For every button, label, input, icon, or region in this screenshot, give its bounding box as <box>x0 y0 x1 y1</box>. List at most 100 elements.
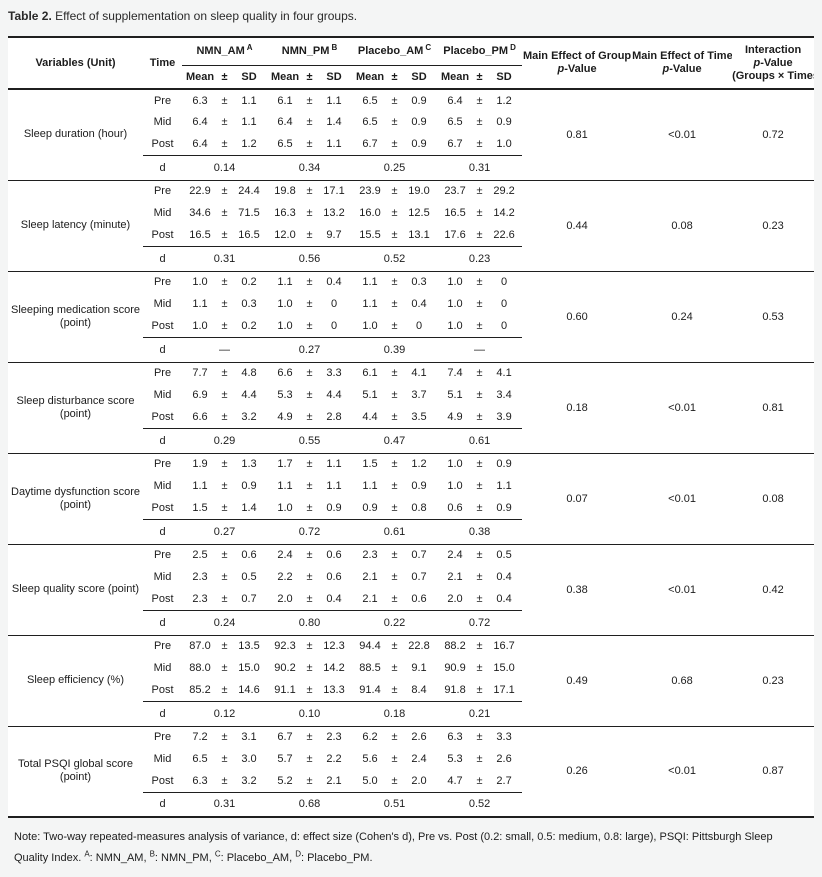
sd-cell: 0.9 <box>496 458 512 471</box>
table-row: Daytime dysfunction score (point) Pre 1.9 ±… <box>8 453 814 510</box>
mean-cell: 6.1 <box>277 94 293 107</box>
plus-minus-cell: ± <box>391 137 398 150</box>
mean-cell: 5.2 <box>277 774 293 787</box>
group-superscript: D <box>510 42 516 52</box>
note-abbrev: : NMN_AM, <box>89 852 150 864</box>
table-row: Mid 1.1 ±0.9 1.1 ±1.1 1.1 ±0.9 1.0 ±1.1 <box>8 475 814 497</box>
mean-cell: 1.0 <box>362 319 378 332</box>
sd-cell: 1.2 <box>411 458 427 471</box>
sd-cell: 71.5 <box>238 207 260 219</box>
variable-name-cell: Total PSQI global score (point) <box>18 758 133 784</box>
sd-cell: 1.1 <box>241 116 257 128</box>
mean-cell: 5.0 <box>362 774 378 787</box>
d-value-cell: 0.10 <box>267 700 352 726</box>
plus-minus-cell: ± <box>221 458 228 471</box>
plus-minus-cell: ± <box>391 662 398 674</box>
mean-cell: 4.9 <box>447 410 463 423</box>
sd-cell: 17.1 <box>323 185 345 198</box>
plus-minus-cell: ± <box>221 683 228 696</box>
plus-minus-cell: ± <box>221 94 228 107</box>
plus-minus-cell: ± <box>306 458 313 471</box>
mean-cell: 6.5 <box>192 753 208 765</box>
plus-minus-header: ± <box>303 64 316 89</box>
p-value-group-cell: 0.44 <box>566 219 588 232</box>
mean-cell: 4.7 <box>447 774 463 787</box>
sd-cell: 0.6 <box>326 571 342 583</box>
header-line: Interaction <box>744 43 802 56</box>
plus-minus-cell: ± <box>306 571 313 583</box>
time-cell: Mid <box>153 207 172 219</box>
time-cell: Pre <box>153 458 172 471</box>
col-header-time: Time <box>149 57 176 69</box>
note-abbrev: : NMN_PM, <box>154 852 215 864</box>
d-value-cell: 0.31 <box>182 791 267 817</box>
d-value-cell: 0.31 <box>437 154 523 180</box>
col-header-main-effect-group: Main Effect of Group p-Value <box>522 37 632 89</box>
mean-cell: 2.3 <box>192 571 208 583</box>
p-value-time-cell: <0.01 <box>668 583 696 596</box>
sd-cell: 3.1 <box>241 731 257 744</box>
sd-cell: 14.2 <box>323 662 345 674</box>
group-name: Placebo_AM <box>357 45 424 58</box>
p-value-group-cell: 0.81 <box>566 128 588 141</box>
d-label-cell: d <box>143 245 182 271</box>
sd-cell: 1.0 <box>496 137 512 150</box>
variable-name-cell: Sleep latency (minute) <box>20 219 131 231</box>
sd-cell: 4.4 <box>326 389 342 401</box>
sd-cell: 14.2 <box>493 207 515 219</box>
mean-cell: 1.0 <box>447 298 463 310</box>
table-note: Note: Two-way repeated-measures analysis… <box>8 818 814 877</box>
mean-cell: 1.0 <box>192 276 208 289</box>
plus-minus-cell: ± <box>306 207 313 219</box>
sd-cell: 1.1 <box>326 480 342 492</box>
sd-cell: 15.0 <box>493 662 515 674</box>
plus-minus-cell: ± <box>476 298 483 310</box>
plus-minus-cell: ± <box>221 753 228 765</box>
plus-minus-cell: ± <box>476 549 483 562</box>
plus-minus-cell: ± <box>476 116 483 128</box>
mean-cell: 19.8 <box>274 185 296 198</box>
plus-minus-header: ± <box>473 64 487 89</box>
mean-cell: 6.3 <box>192 774 208 787</box>
p-value-time-cell: 0.08 <box>671 219 693 232</box>
mean-cell: 88.5 <box>359 662 381 674</box>
table-row: Sleep duration (hour) Pre 6.3 ±1.1 6.1 ±1.1 6.… <box>8 89 814 141</box>
p-value-group-cell: 0.38 <box>566 583 588 596</box>
d-value-cell: 0.23 <box>437 245 523 271</box>
sd-cell: 3.3 <box>496 731 512 744</box>
mean-cell: 16.5 <box>189 228 211 241</box>
header-line: (Groups × Times) <box>732 69 815 82</box>
mean-cell: 2.4 <box>447 549 463 562</box>
d-label-cell: d <box>143 154 182 180</box>
p-italic: p <box>662 63 670 75</box>
plus-minus-cell: ± <box>391 116 398 128</box>
header-line: Main Effect of Group <box>522 50 632 62</box>
mean-cell: 5.6 <box>362 753 378 765</box>
variable-block: Sleep latency (minute) Pre 22.9 ±24.4 19.8 ±1… <box>8 180 815 271</box>
mean-cell: 0.6 <box>447 501 463 514</box>
mean-cell: 6.6 <box>277 367 293 380</box>
mean-cell: 1.0 <box>192 319 208 332</box>
mean-cell: 1.1 <box>277 480 293 492</box>
plus-minus-cell: ± <box>306 774 313 787</box>
d-value-cell: 0.27 <box>182 518 267 544</box>
group-name: Placebo_PM <box>443 45 509 58</box>
sd-cell: 1.4 <box>326 116 342 128</box>
mean-cell: 87.0 <box>189 640 211 653</box>
time-cell: Post <box>151 501 174 514</box>
d-value-cell: 0.24 <box>182 609 267 635</box>
plus-minus-cell: ± <box>221 774 228 787</box>
plus-minus-cell: ± <box>476 410 483 423</box>
mean-cell: 88.0 <box>189 662 211 674</box>
plus-minus-cell: ± <box>391 640 398 653</box>
sd-cell: 3.7 <box>411 389 427 401</box>
table-row: Mid 6.4 ±1.1 6.4 ±1.4 6.5 ±0.9 6.5 ±0.9 <box>8 111 814 133</box>
plus-minus-cell: ± <box>476 137 483 150</box>
group-superscript: C <box>425 42 432 52</box>
plus-minus-cell: ± <box>306 137 313 150</box>
table-caption: Table 2. Effect of supplementation on sl… <box>0 0 822 36</box>
p-value-interaction-cell: 0.81 <box>762 401 784 414</box>
mean-cell: 2.5 <box>192 549 208 562</box>
time-cell: Pre <box>153 185 172 198</box>
time-cell: Mid <box>153 298 172 310</box>
